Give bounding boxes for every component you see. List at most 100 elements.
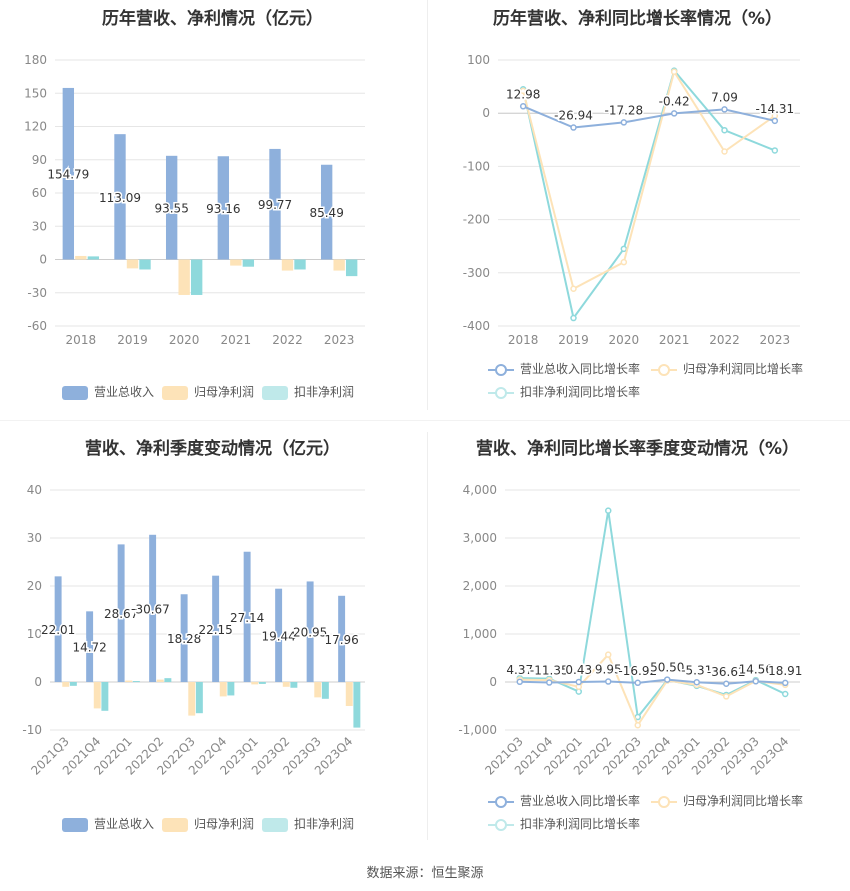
bar-deducted-profit: [132, 681, 140, 683]
x-tick-label: 2022: [272, 333, 303, 347]
data-point: [721, 106, 728, 113]
data-label: 7.09: [711, 90, 738, 104]
data-point: [570, 285, 577, 293]
data-label: 28.67: [104, 607, 138, 621]
legend-label: 营业总收入: [94, 817, 155, 831]
quarter-growth-panel: 营收、净利同比增长率季度变动情况（%） -1,000 0 1,000 2,000 3,0…: [425, 430, 850, 850]
data-point: [570, 124, 577, 131]
annual-amount-chart: -60 -30 0 30 60 90 120 150 180 2018 2019 2020 2021 20…: [24, 53, 365, 347]
data-point: [721, 126, 728, 134]
bar-deducted-profit: [87, 256, 100, 260]
data-point: [620, 119, 628, 126]
bar-revenue: [243, 551, 251, 682]
bar-net-profit: [93, 682, 101, 709]
bar-deducted-profit: [345, 259, 358, 277]
legend-swatch: [62, 817, 88, 832]
data-label: 14.56: [739, 662, 773, 676]
y-tick-label: 10: [27, 627, 42, 641]
legend-item-net-profit-growth[interactable]: 归母净利润同比增长率: [651, 360, 803, 377]
bar-deducted-profit: [164, 678, 172, 682]
bar-net-profit: [75, 255, 87, 260]
legend-swatch: [162, 385, 188, 400]
bar-revenue: [320, 164, 333, 260]
y-tick-label: 2,000: [463, 579, 497, 593]
legend-item-deducted-profit[interactable]: 扣非净利润: [262, 815, 354, 832]
data-point: [634, 679, 641, 687]
bar-revenue: [217, 156, 230, 260]
data-label: 99.77: [258, 198, 292, 212]
bar-net-profit: [126, 259, 139, 269]
annual-growth-panel: 历年营收、净利同比增长率情况（%） -400 -300 -200 -100 0 100 20…: [425, 0, 850, 420]
series-line-revenue-growth: [522, 105, 776, 129]
data-point: [546, 679, 553, 686]
legend-item-revenue-growth[interactable]: 营业总收入同比增长率: [488, 360, 640, 377]
y-tick-label: 4,000: [463, 483, 497, 497]
x-tick-label: 2020: [169, 333, 200, 347]
series-line-deducted-profit-growth: [519, 510, 786, 720]
bar-deducted-profit: [190, 259, 203, 295]
x-tick-label: 2023: [760, 333, 791, 347]
legend-item-net-profit[interactable]: 归母净利润: [162, 383, 254, 400]
bar-net-profit: [230, 259, 242, 266]
legend-swatch: [651, 363, 677, 377]
data-source-note: 数据来源：恒生聚源: [366, 866, 484, 881]
data-label: -17.28: [604, 103, 643, 117]
horizontal-divider: [0, 420, 850, 421]
y-tick-label: 0: [39, 253, 47, 267]
data-label: 9.95: [595, 663, 622, 677]
data-label: 50.50: [650, 661, 684, 675]
data-point: [620, 245, 628, 253]
annual-growth-chart: -400 -300 -200 -100 0 100 2018 2019 2020 2021 2022…: [463, 53, 800, 347]
legend-item-deducted-profit-growth[interactable]: 扣非净利润同比增长率: [488, 815, 640, 832]
legend-label: 归母净利润同比增长率: [683, 362, 804, 376]
y-tick-label: 40: [27, 483, 42, 497]
bar-net-profit: [281, 259, 294, 271]
y-tick-label: -10: [22, 723, 42, 737]
x-tick-label: 2022: [709, 333, 740, 347]
bar-revenue: [180, 594, 188, 682]
data-point: [670, 110, 678, 117]
data-point: [605, 507, 612, 514]
data-label: 30.67: [135, 602, 169, 616]
bar-deducted-profit: [242, 259, 255, 267]
bar-revenue: [117, 544, 125, 682]
data-label: 19.44: [261, 629, 295, 643]
series-line-net-profit-growth: [522, 69, 776, 291]
data-point: [519, 103, 527, 110]
legend-item-revenue[interactable]: 营业总收入: [62, 815, 154, 832]
legend-item-revenue[interactable]: 营业总收入: [62, 383, 154, 400]
bar-deducted-profit: [227, 682, 235, 696]
legend-label: 营业总收入同比增长率: [520, 794, 641, 808]
legend-item-deducted-profit-growth[interactable]: 扣非净利润同比增长率: [488, 383, 640, 400]
legend-item-net-profit[interactable]: 归母净利润: [162, 815, 254, 832]
bar-deducted-profit: [353, 682, 361, 728]
legend-item-net-profit-growth[interactable]: 归母净利润同比增长率: [651, 792, 803, 809]
bar-deducted-profit: [258, 682, 266, 684]
data-label: -11.35: [530, 664, 569, 678]
bar-deducted-profit: [195, 682, 203, 714]
chart-title: 历年营收、净利同比增长率情况（%）: [492, 9, 783, 29]
y-tick-label: -1,000: [458, 723, 497, 737]
bar-deducted-profit: [139, 259, 151, 270]
y-tick-label: 0: [482, 106, 490, 120]
legend-label: 归母净利润: [194, 817, 255, 831]
data-label: 18.91: [768, 664, 802, 678]
bar-revenue: [275, 588, 283, 682]
vertical-divider-top: [427, 0, 428, 410]
data-point: [693, 679, 700, 686]
x-tick-label: 2020: [609, 333, 640, 347]
bar-revenue: [54, 576, 62, 682]
data-point: [723, 680, 730, 688]
legend-swatch: [488, 818, 514, 832]
data-point: [605, 678, 612, 685]
data-label: 154.79: [47, 168, 89, 182]
legend-label: 扣非净利润同比增长率: [520, 817, 641, 831]
bar-deducted-profit: [69, 682, 77, 686]
data-point: [605, 651, 612, 658]
legend-item-deducted-profit[interactable]: 扣非净利润: [262, 383, 354, 400]
data-label: 22.01: [41, 623, 75, 637]
bar-net-profit: [156, 679, 164, 682]
series-line-deducted-profit-growth: [522, 68, 776, 321]
legend-item-revenue-growth[interactable]: 营业总收入同比增长率: [488, 792, 640, 809]
y-tick-label: 60: [32, 186, 47, 200]
